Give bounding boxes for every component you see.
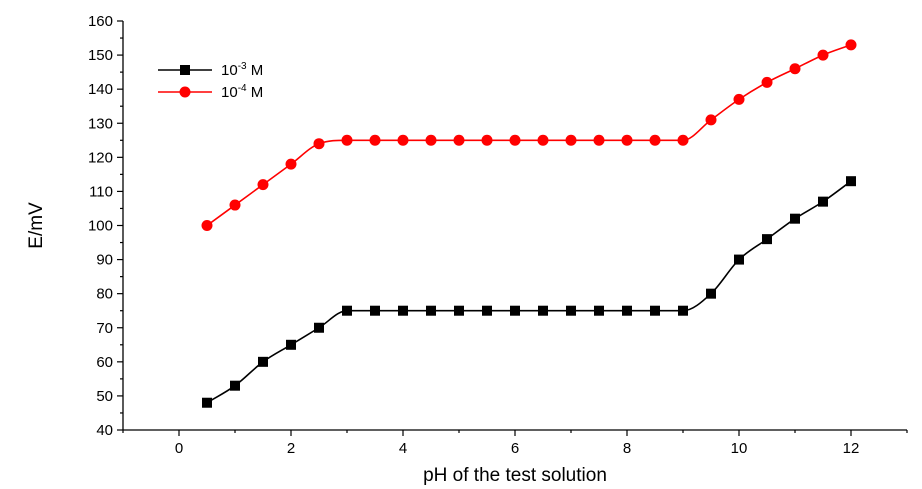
data-point <box>818 196 828 207</box>
y-tick-label: 140 <box>88 81 113 98</box>
data-point <box>789 63 801 75</box>
x-tick-label: 10 <box>731 440 748 457</box>
data-point <box>342 305 352 316</box>
data-point <box>230 380 240 391</box>
data-point <box>285 158 297 170</box>
data-point <box>313 138 325 150</box>
legend-item: 10-4 M <box>158 83 263 101</box>
y-tick-label: 100 <box>88 218 113 235</box>
data-point <box>286 339 296 350</box>
y-tick-label: 150 <box>88 47 113 64</box>
data-point <box>705 114 717 126</box>
legend-label: 10-3 M <box>221 61 263 79</box>
data-point <box>734 254 744 265</box>
y-tick-label: 60 <box>96 354 113 371</box>
data-point <box>677 134 689 146</box>
series-line <box>206 44 852 227</box>
data-point <box>398 305 408 316</box>
data-point <box>790 213 800 224</box>
series-1 <box>201 39 857 231</box>
data-point <box>397 134 409 146</box>
y-tick-label: 70 <box>96 320 113 337</box>
y-tick-label: 80 <box>96 286 113 303</box>
data-point <box>593 134 605 146</box>
data-point <box>621 134 633 146</box>
series-line <box>206 180 852 404</box>
legend-marker <box>179 86 191 98</box>
legend-item: 10-3 M <box>158 61 263 79</box>
x-tick-label: 4 <box>399 440 407 457</box>
x-axis-title: pH of the test solution <box>423 465 607 486</box>
series-0 <box>202 176 856 408</box>
x-tick-label: 6 <box>511 440 519 457</box>
data-point <box>258 356 268 367</box>
data-point <box>370 305 380 316</box>
y-tick-label: 40 <box>96 422 113 439</box>
data-point <box>453 134 465 146</box>
y-tick-label: 50 <box>96 388 113 405</box>
data-point <box>678 305 688 316</box>
y-tick-label: 130 <box>88 115 113 132</box>
data-point <box>566 305 576 316</box>
data-point <box>846 176 856 187</box>
y-tick-label: 160 <box>88 13 113 30</box>
data-point <box>650 305 660 316</box>
data-point <box>314 322 324 333</box>
x-tick-label: 8 <box>623 440 631 457</box>
data-point <box>426 305 436 316</box>
data-point <box>762 234 772 245</box>
data-point <box>341 134 353 146</box>
data-point <box>229 199 241 211</box>
data-point <box>733 93 745 105</box>
data-point <box>257 179 269 191</box>
data-point <box>202 397 212 408</box>
data-point <box>481 134 493 146</box>
data-point <box>538 305 548 316</box>
data-point <box>817 49 829 61</box>
data-point <box>369 134 381 146</box>
data-point <box>201 220 213 231</box>
data-point <box>565 134 577 146</box>
legend-label: 10-4 M <box>221 83 263 101</box>
data-point <box>454 305 464 316</box>
legend: 10-3 M 10-4 M <box>158 61 263 101</box>
data-point <box>425 134 437 146</box>
x-tick-label: 12 <box>843 440 860 457</box>
x-tick-label: 0 <box>175 440 183 457</box>
y-axis-title: E/mV <box>26 202 47 249</box>
y-tick-label: 90 <box>96 252 113 269</box>
axes: 0 2 4 6 8 10 12 40 50 60 70 80 90 100 110 120 130 140 150 1… <box>88 13 908 457</box>
y-tick-label: 120 <box>88 149 113 166</box>
data-point <box>509 134 521 146</box>
y-tick-label: 110 <box>89 183 113 200</box>
data-point <box>706 288 716 299</box>
data-point <box>622 305 632 316</box>
data-point <box>594 305 604 316</box>
data-point <box>510 305 520 316</box>
data-point <box>537 134 549 146</box>
data-point <box>761 76 773 88</box>
x-tick-label: 2 <box>287 440 295 457</box>
data-point <box>845 39 857 51</box>
data-point <box>482 305 492 316</box>
data-point <box>649 134 661 146</box>
series-layer <box>201 39 857 408</box>
legend-marker <box>180 65 190 75</box>
